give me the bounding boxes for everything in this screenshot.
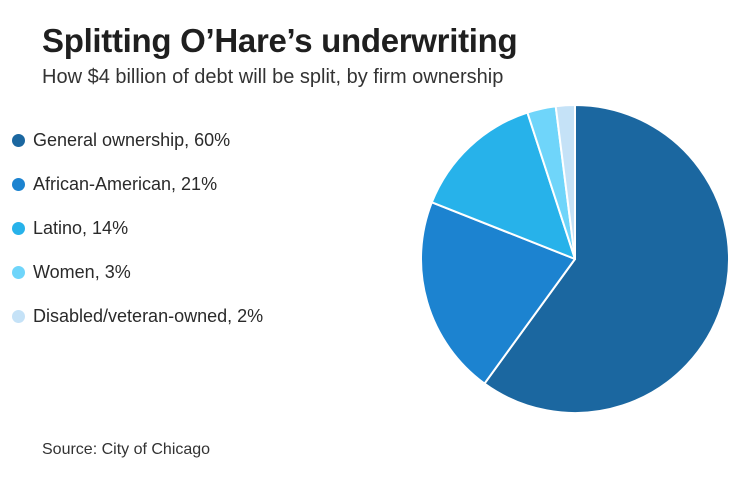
legend-label: Disabled/veteran-owned, 2% <box>33 305 264 326</box>
legend-swatch <box>12 265 25 279</box>
legend-label: Women, 3% <box>33 261 131 282</box>
chart-subtitle: How $4 billion of debt will be split, by… <box>42 66 504 88</box>
pie-slice-disabled-veteran <box>554 104 576 260</box>
legend-swatch <box>12 309 25 323</box>
legend-label: General ownership, 60% <box>33 129 231 150</box>
legend-swatch <box>12 133 25 147</box>
source-note: Source: City of Chicago <box>42 441 211 458</box>
legend-swatch <box>12 221 25 235</box>
pie-slice-general <box>483 104 730 414</box>
legend-item-general: General ownership, 60% <box>12 118 263 162</box>
legend-item-african-american: African-American, 21% <box>12 162 263 206</box>
legend-swatch <box>12 177 25 191</box>
legend-label: African-American, 21% <box>33 173 218 194</box>
chart-legend: General ownership, 60% African-American,… <box>12 118 263 338</box>
legend-item-latino: Latino, 14% <box>12 206 263 250</box>
legend-label: Latino, 14% <box>33 217 129 238</box>
legend-item-women: Women, 3% <box>12 250 263 294</box>
pie-slice-african-american <box>420 201 576 385</box>
chart-title: Splitting O’Hare’s underwriting <box>42 22 518 59</box>
legend-item-disabled-veteran: Disabled/veteran-owned, 2% <box>12 294 263 338</box>
